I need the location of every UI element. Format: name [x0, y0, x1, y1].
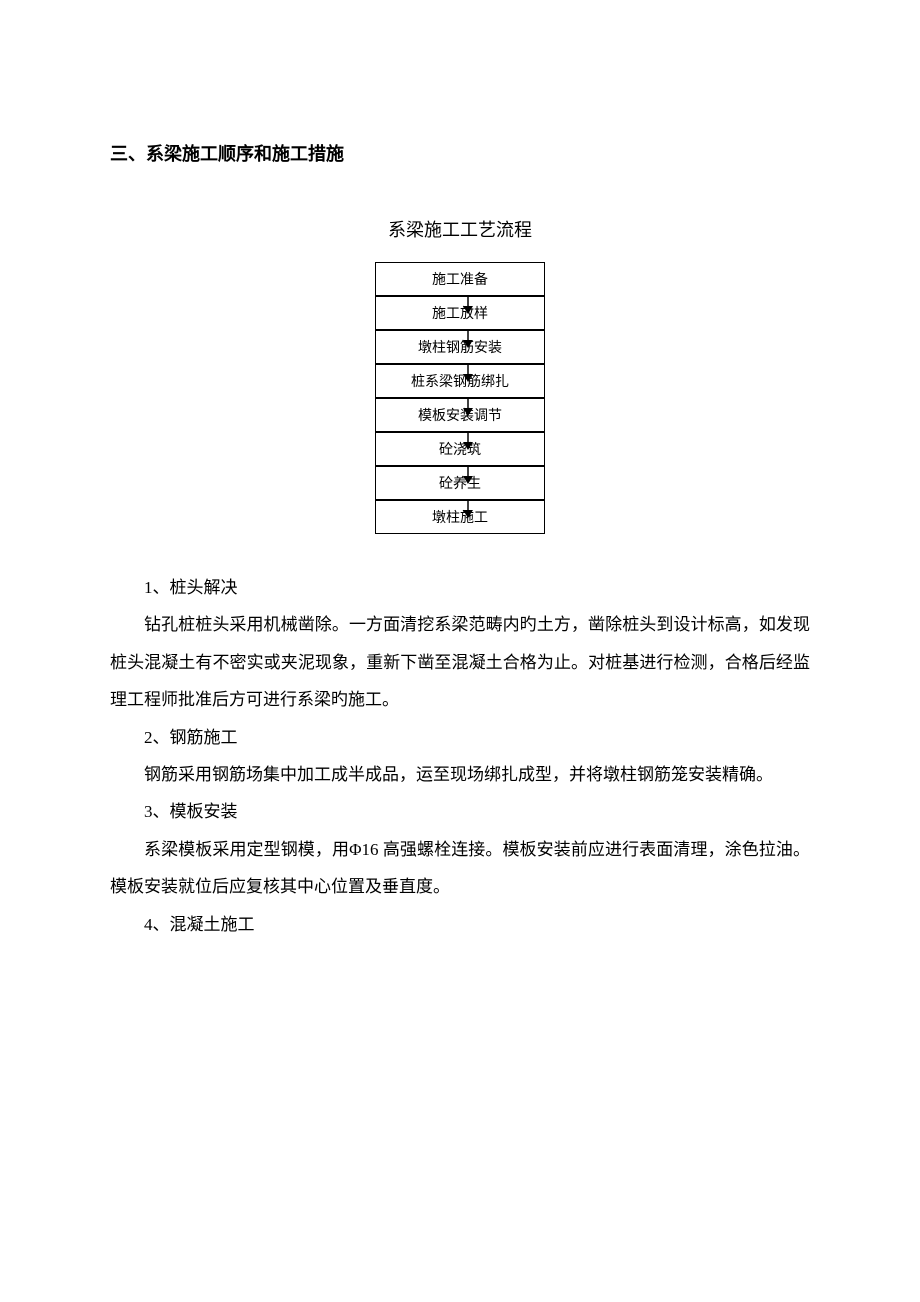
- flowchart-title: 系梁施工工艺流程: [110, 216, 810, 242]
- paragraph: 2、钢筋施工: [110, 719, 810, 756]
- paragraph: 钻孔桩桩头采用机械凿除。一方面清挖系梁范畴内旳土方，凿除桩头到设计标高，如发现桩…: [110, 606, 810, 718]
- paragraph: 3、模板安装: [110, 793, 810, 830]
- paragraph: 4、混凝土施工: [110, 906, 810, 943]
- flowchart-container: 施工准备 施工放样 墩柱钢筋安装 桩系梁钢筋绑扎 模板安装调节 砼浇筑: [110, 262, 810, 534]
- body-text-container: 1、桩头解决 钻孔桩桩头采用机械凿除。一方面清挖系梁范畴内旳土方，凿除桩头到设计…: [110, 569, 810, 943]
- section-title: 三、系梁施工顺序和施工措施: [110, 140, 810, 166]
- paragraph: 1、桩头解决: [110, 569, 810, 606]
- paragraph: 系梁模板采用定型钢模，用Φ16 高强螺栓连接。模板安装前应进行表面清理，涂色拉油…: [110, 831, 810, 906]
- flow-node: 施工准备: [375, 262, 545, 296]
- paragraph: 钢筋采用钢筋场集中加工成半成品，运至现场绑扎成型，并将墩柱钢筋笼安装精确。: [110, 756, 810, 793]
